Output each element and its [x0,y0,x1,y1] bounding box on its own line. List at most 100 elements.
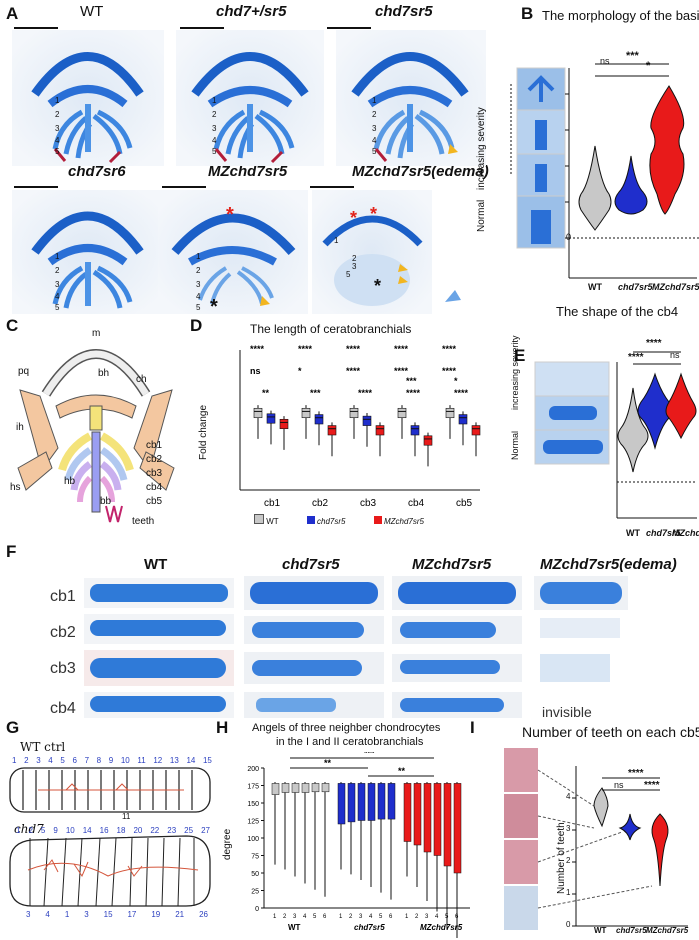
panel-g-wt-label: WT ctrl [20,740,66,754]
violin-mz [649,85,685,215]
sig-label: * [298,366,302,376]
group-label: WT [288,923,301,932]
y-tick-label: 50 [251,871,259,878]
box-WT [271,783,280,795]
sig-label: **** [646,338,662,349]
x-tick-label: 4 [435,914,439,920]
sig-label: * [454,376,458,386]
cell-number: 9 [53,826,58,835]
micrograph-chd7sr6 [12,190,164,314]
x-tick-label: 3 [293,914,297,920]
y-tick: 3 [566,824,571,833]
cell-number: 26 [199,910,208,919]
box-chd7sr5 [377,783,386,820]
label-pq: pq [18,366,30,377]
label-cb3: cb3 [146,468,163,479]
box-chd7sr5 [357,783,366,821]
box-MZchd7sr5 [471,425,481,436]
cell-number: 2 [24,756,29,765]
panel-b-yaxis-top: increasing severity [476,107,487,190]
y-tick: 0 [566,920,571,929]
label-m: m [92,328,101,339]
cell-number: 2 [28,826,33,835]
label-cb1: cb1 [146,440,163,451]
panel-g-drawing [9,767,211,907]
cell-number: 5 [40,826,46,835]
y-tick-label: 200 [247,766,259,773]
box-WT [311,783,320,793]
cell-number: 25 [184,826,194,835]
x-tick-label: 4 [369,914,373,920]
y-tick-label: 0 [255,906,259,913]
cell-number: 11 [137,756,146,765]
panel-a-title-het: chd7+/sr5 [216,3,287,20]
basihyal-thumbnails [516,67,566,249]
cell-number: 1 [16,826,21,835]
panel-letter-f: F [6,542,17,561]
sig-label: **** [442,366,457,376]
panel-f-micrographs [84,576,628,718]
micrograph-wt [12,30,164,166]
panel-a-title-wt: WT [80,3,104,20]
cell-number: 5 [60,756,65,765]
y-tick: 1 [566,888,571,897]
box-WT [291,783,300,793]
arch-number: 4 [196,292,201,301]
arch-number: 3 [352,262,357,271]
sig-label: **** [346,366,361,376]
violin-wt [578,145,612,231]
panel-d-legend: WT chd7sr5 MZchd7sr5 [254,514,424,526]
panel-e-yaxis-bottom: Normal [510,430,520,460]
panel-g-mut-label: chd7 [14,822,44,836]
wt-bottom-number: 11 [122,812,131,821]
label-bh: bh [98,368,110,379]
x-tick-label: 5 [445,914,449,920]
cell-number: 27 [201,826,210,835]
label-bb: bb [100,496,112,507]
arch-number: 4 [55,292,60,301]
cartilage-strips [84,576,628,718]
x-tick-label: 3 [359,914,363,920]
y-tick-label: 100 [247,836,259,843]
cell-number: 4 [48,756,53,765]
x-tick-label: 6 [389,914,393,920]
panel-i-title: Number of teeth on each cb5 [522,724,699,740]
sig-label: *** [406,376,417,386]
y-tick-label: 150 [247,801,259,808]
micrograph-mz-edema [312,190,461,314]
panel-f-title-mz: MZchd7sr5 [412,556,492,573]
arch-number: 2 [212,110,217,119]
sig-label: **** [442,344,457,354]
box-MZchd7sr5 [453,783,462,874]
cell-number: 17 [127,910,137,919]
asterisk-red: * [350,208,358,228]
legend-swatch-chd7 [306,516,315,524]
sig-label: **** [406,388,421,398]
panel-b-yaxis-bottom: Normal [476,199,487,232]
label-cb4: cb4 [146,482,163,493]
box-MZchd7sr5 [423,435,433,446]
x-tick-label: 2 [415,914,419,920]
panel-f-title-mz-edema: MZchd7sr5(edema) [540,556,677,573]
arch-number: 2 [196,266,201,275]
y-tick-label: 125 [247,819,259,826]
cell-number: 14 [82,826,92,835]
cell-number: 13 [169,756,179,765]
x-tick-label: 3 [425,914,429,920]
x-tick-label: 2 [349,914,353,920]
panel-a-micrographs [12,30,486,314]
cell-number: 22 [150,826,160,835]
arch-number: 5 [372,147,377,156]
x-label-wt: WT [588,282,602,292]
cell-number: 15 [202,756,212,765]
mut-bottom-numbers: 3 4 1 3 15 17 19 21 26 [26,910,208,919]
sig-label: **** [298,344,313,354]
box-chd7sr5 [367,783,376,821]
x-tick-label: cb1 [264,498,281,509]
box-chd7sr5 [314,414,324,425]
panel-h-ylabel: degree [222,828,233,860]
cell-number: 14 [186,756,196,765]
x-tick-label: cb5 [456,498,473,509]
legend-swatch-mz [373,516,382,524]
